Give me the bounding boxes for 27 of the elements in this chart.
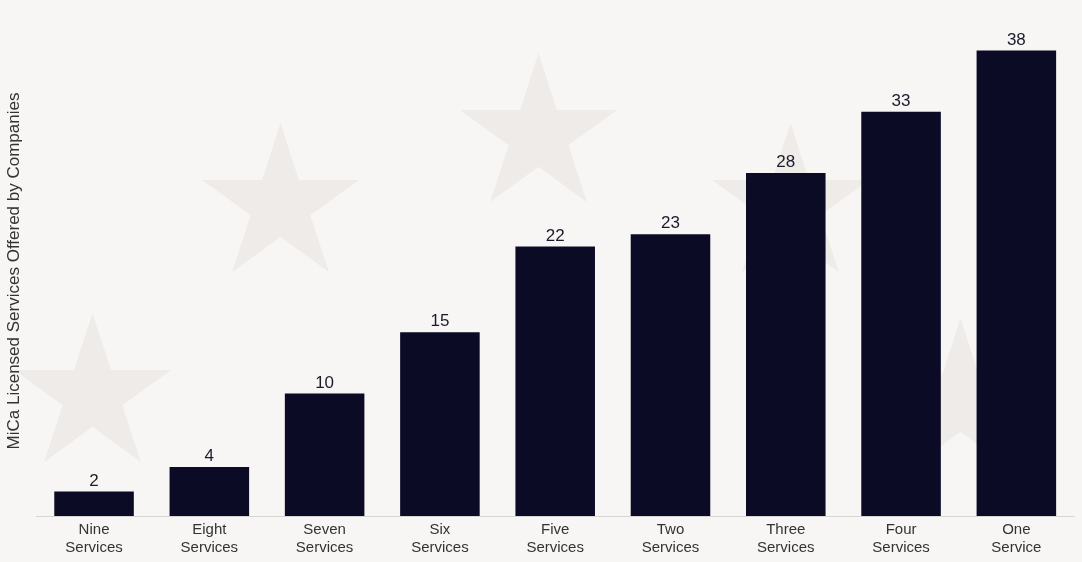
data-label: 33 — [891, 90, 911, 110]
data-label: 28 — [776, 152, 796, 172]
x-tick-label: Nine Services — [65, 520, 123, 556]
x-tick-label: Five Services — [526, 520, 584, 556]
bar — [515, 246, 595, 516]
x-tick-label: Two Services — [641, 520, 700, 556]
data-label: 15 — [430, 311, 450, 331]
data-label: 10 — [315, 372, 335, 392]
bar — [630, 234, 711, 516]
x-tick-label: Three Services — [757, 520, 815, 556]
bar — [976, 50, 1057, 516]
data-label: 23 — [661, 213, 680, 233]
data-label: 4 — [204, 446, 215, 466]
x-tick-label: Four Services — [872, 520, 930, 556]
x-tick-label: Eight Services — [180, 520, 239, 556]
x-tick-label: Seven Services — [295, 520, 354, 556]
bar — [169, 467, 250, 516]
bar — [400, 332, 480, 516]
y-axis-title: MiCa Licensed Services Offered by Companies — [3, 92, 23, 450]
data-label: 38 — [1006, 29, 1026, 49]
bar — [861, 111, 941, 516]
data-label: 22 — [545, 225, 565, 245]
x-tick-label: One Service — [991, 520, 1042, 556]
bar — [284, 393, 365, 516]
data-label: 2 — [89, 470, 99, 490]
x-tick-label: Six Services — [411, 520, 469, 556]
bar — [54, 491, 134, 516]
